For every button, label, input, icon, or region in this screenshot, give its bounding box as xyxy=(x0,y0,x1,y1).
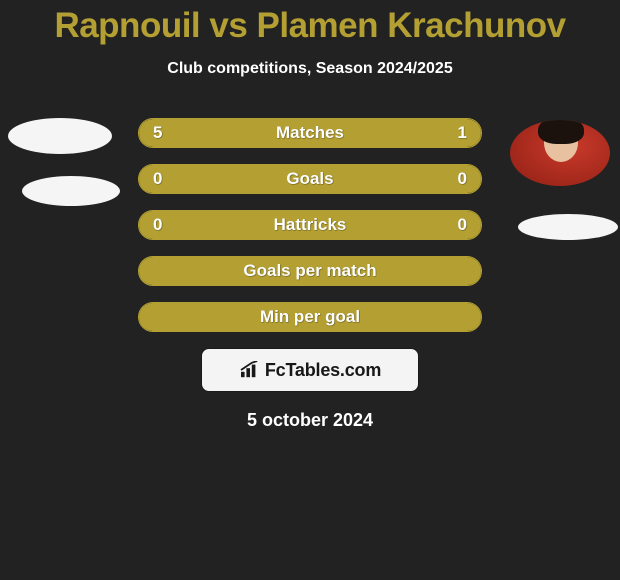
bar-min-per-goal: Min per goal xyxy=(138,302,482,332)
chart-icon xyxy=(239,361,261,379)
bar-goals: 0 Goals 0 xyxy=(138,164,482,194)
player-left-avatar-2 xyxy=(22,176,120,206)
brand-text: FcTables.com xyxy=(265,360,381,381)
bar-hattricks: 0 Hattricks 0 xyxy=(138,210,482,240)
bar-mpg-label: Min per goal xyxy=(139,303,481,331)
bar-matches: 5 Matches 1 xyxy=(138,118,482,148)
player-left-avatar-1 xyxy=(8,118,112,154)
bar-matches-right-value: 1 xyxy=(458,119,467,147)
bar-goals-label: Goals xyxy=(139,165,481,193)
player-right-avatar xyxy=(510,120,610,186)
player-right-badge xyxy=(518,214,618,240)
bar-hattricks-right-value: 0 xyxy=(458,211,467,239)
bar-gpm-label: Goals per match xyxy=(139,257,481,285)
bar-goals-per-match: Goals per match xyxy=(138,256,482,286)
comparison-bars: 5 Matches 1 0 Goals 0 0 Hattricks 0 Goal… xyxy=(138,118,482,332)
brand-box: FcTables.com xyxy=(201,348,419,392)
page-subtitle: Club competitions, Season 2024/2025 xyxy=(0,60,620,78)
bar-matches-label: Matches xyxy=(139,119,481,147)
page-title: Rapnouil vs Plamen Krachunov xyxy=(0,0,620,46)
bar-goals-right-value: 0 xyxy=(458,165,467,193)
date: 5 october 2024 xyxy=(0,410,620,431)
bar-hattricks-label: Hattricks xyxy=(139,211,481,239)
